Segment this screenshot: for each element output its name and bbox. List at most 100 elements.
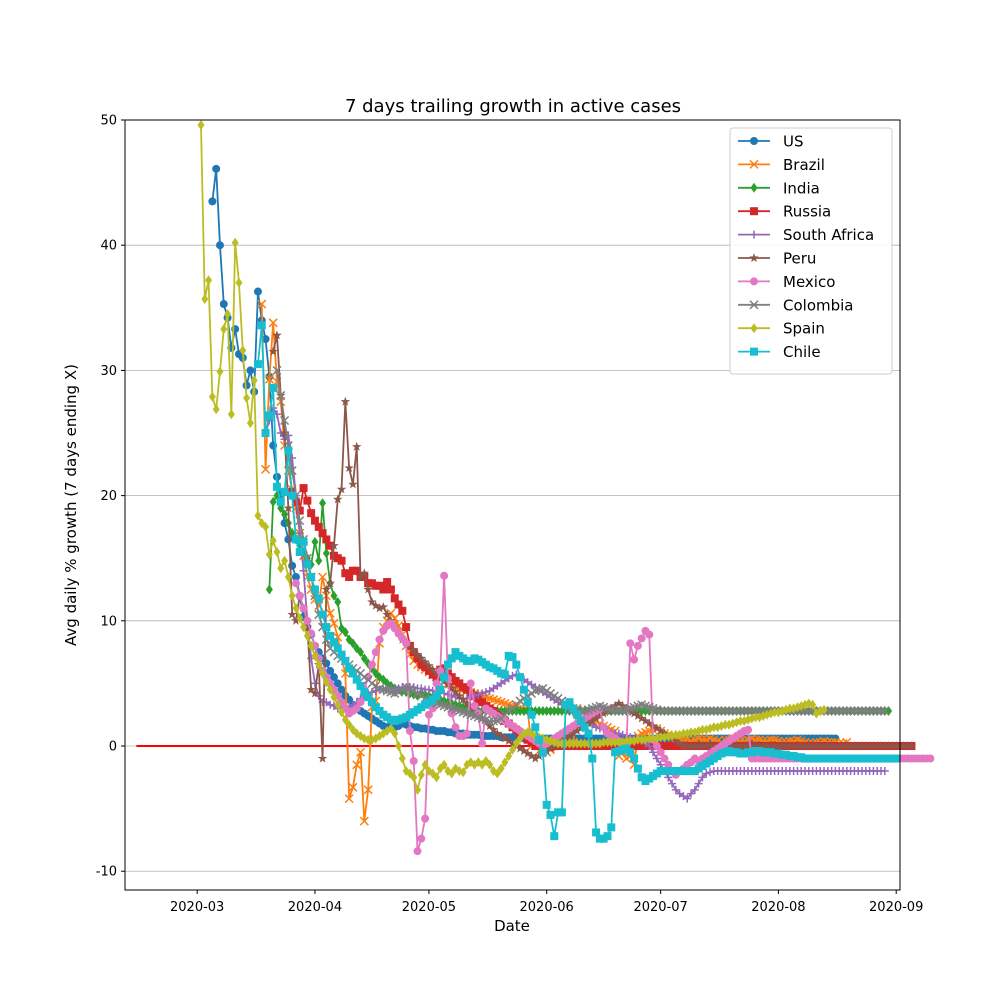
data-point [724, 706, 734, 716]
data-point [686, 741, 696, 751]
data-point [371, 648, 380, 657]
data-point [264, 374, 274, 384]
data-point [254, 510, 262, 521]
data-point [796, 741, 806, 751]
legend-label: Mexico [783, 273, 835, 291]
data-point [671, 785, 680, 794]
data-point [253, 287, 262, 296]
data-point [398, 753, 406, 764]
legend-item: Peru [738, 250, 816, 268]
legend-item: US [738, 133, 804, 151]
data-point [505, 751, 513, 762]
data-point [371, 686, 380, 695]
data-point [329, 540, 339, 550]
data-point [535, 705, 543, 716]
data-point [295, 516, 305, 526]
data-point [731, 741, 742, 751]
data-point [508, 671, 517, 680]
data-point [344, 794, 354, 804]
data-point [747, 706, 757, 716]
data-point [212, 164, 221, 173]
data-point [379, 585, 388, 594]
data-point [375, 635, 384, 644]
data-point [344, 463, 354, 473]
data-point [341, 627, 349, 638]
data-point [310, 585, 319, 594]
data-point [360, 688, 369, 697]
data-point [592, 828, 601, 837]
data-point [522, 748, 533, 758]
data-point [417, 769, 425, 780]
data-point [345, 572, 354, 581]
data-point [413, 847, 422, 856]
data-point [697, 706, 707, 716]
data-point [443, 660, 452, 669]
data-point [269, 383, 278, 392]
data-point [420, 657, 430, 667]
data-point [792, 741, 803, 751]
data-point [352, 566, 361, 575]
data-point [478, 739, 487, 748]
legend-marker [749, 253, 759, 263]
data-point [512, 660, 521, 669]
data-point [568, 728, 579, 738]
data-point [462, 729, 471, 738]
legend-label: Chile [783, 343, 821, 361]
data-point [569, 738, 577, 749]
data-point [261, 429, 270, 438]
data-point [766, 741, 776, 751]
data-point [326, 700, 335, 709]
data-point [545, 743, 556, 753]
data-point [374, 603, 385, 613]
plot-area [197, 120, 935, 856]
data-point [705, 741, 715, 751]
data-point [349, 638, 357, 649]
data-point [880, 706, 890, 716]
data-point [595, 710, 605, 721]
data-point [486, 759, 494, 770]
data-point [231, 237, 239, 248]
legend-marker [750, 323, 758, 334]
data-point [451, 723, 460, 732]
data-point [428, 704, 437, 713]
data-point [830, 741, 841, 751]
data-point [205, 275, 213, 286]
data-point [326, 631, 335, 640]
data-point [334, 597, 342, 608]
data-point [367, 597, 377, 607]
data-point [584, 729, 593, 738]
data-point [273, 546, 281, 557]
legend-marker [750, 277, 758, 286]
data-point [842, 741, 852, 751]
data-point [224, 309, 232, 320]
data-point [341, 714, 349, 725]
data-point [694, 779, 703, 788]
data-point [644, 718, 655, 728]
data-point [503, 736, 514, 746]
data-point [450, 687, 461, 697]
data-point [243, 392, 251, 403]
data-point [861, 741, 871, 751]
legend-item: Mexico [738, 273, 835, 291]
data-point [269, 496, 277, 507]
data-point [265, 584, 273, 595]
data-point [424, 710, 433, 719]
data-point [826, 741, 837, 751]
data-point [557, 808, 566, 817]
data-point [326, 541, 335, 550]
data-point [629, 708, 639, 718]
data-point [359, 568, 370, 578]
data-point [849, 706, 859, 716]
data-point [509, 744, 516, 755]
x-tick-label: 2020-04 [288, 900, 342, 915]
data-point [861, 706, 871, 716]
data-point [367, 698, 376, 707]
data-point [762, 741, 772, 751]
data-point [265, 549, 273, 560]
data-point [857, 741, 867, 751]
data-point [485, 716, 495, 726]
data-point [292, 603, 300, 614]
data-point [564, 731, 575, 741]
data-point [652, 723, 662, 733]
